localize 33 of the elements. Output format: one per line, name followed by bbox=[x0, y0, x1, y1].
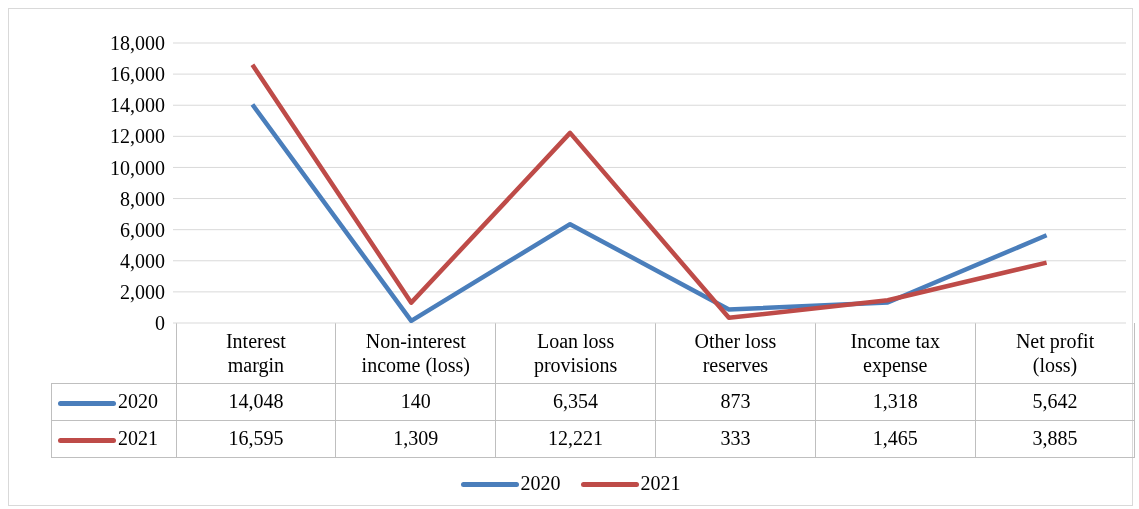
y-tick-label: 14,000 bbox=[110, 94, 165, 117]
x-tick-label: Income tax expense bbox=[849, 328, 941, 377]
data-label: 1,465 bbox=[815, 420, 976, 457]
y-tick-label: 10,000 bbox=[110, 156, 165, 179]
data-label: 16,595 bbox=[176, 420, 336, 457]
y-tick-label: 16,000 bbox=[110, 63, 165, 86]
legend-label: 2021 bbox=[51, 420, 176, 457]
y-tick-label: 6,000 bbox=[120, 218, 165, 241]
y-tick-label: 18,000 bbox=[110, 32, 165, 55]
x-tick-label: Other loss reserves bbox=[693, 328, 778, 377]
data-label: 3,885 bbox=[975, 420, 1135, 457]
data-label: 333 bbox=[655, 420, 816, 457]
text: 2021 bbox=[640, 471, 681, 494]
y-tick-label: 2,000 bbox=[120, 280, 165, 303]
data-label: 1,318 bbox=[815, 383, 976, 420]
data-label: 12,221 bbox=[495, 420, 656, 457]
data-label: 873 bbox=[655, 383, 816, 420]
x-tick-label: Non-interest income (loss) bbox=[360, 328, 471, 377]
y-tick-label: 12,000 bbox=[110, 125, 165, 148]
line-series bbox=[250, 62, 1049, 321]
x-tick-label: Net profit (loss) bbox=[1014, 328, 1096, 377]
data-label: 1,309 bbox=[335, 420, 496, 457]
data-label: 6,354 bbox=[495, 383, 656, 420]
data-label: 140 bbox=[335, 383, 496, 420]
legend-label: 2020 bbox=[51, 383, 176, 420]
data-label: 5,642 bbox=[975, 383, 1135, 420]
data-label: 14,048 bbox=[176, 383, 336, 420]
x-tick-label: Interest margin bbox=[224, 328, 287, 377]
y-tick-label: 4,000 bbox=[120, 249, 165, 272]
text: 2020 bbox=[520, 471, 561, 494]
x-tick-label: Loan loss provisions bbox=[532, 328, 619, 377]
y-tick-label: 0 bbox=[155, 312, 165, 335]
y-tick-label: 8,000 bbox=[120, 187, 165, 210]
